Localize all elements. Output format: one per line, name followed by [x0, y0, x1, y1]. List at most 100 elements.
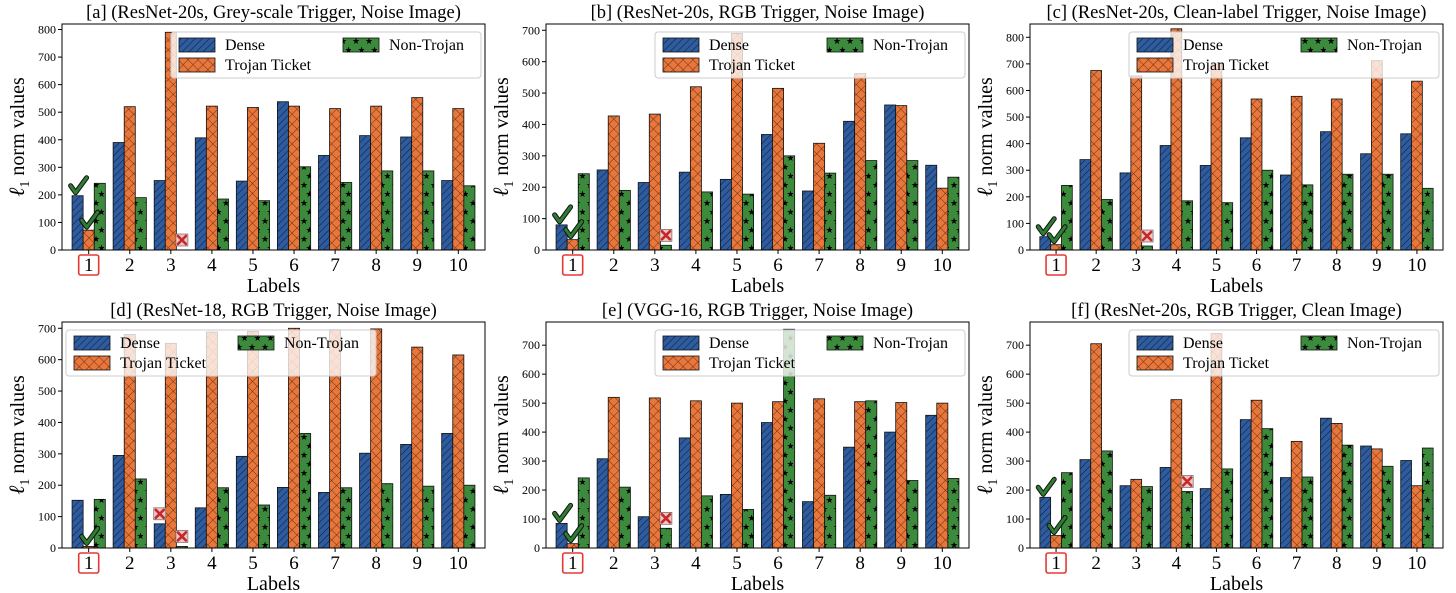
bar-trojan-ticket [895, 105, 908, 251]
check-mark [553, 503, 573, 522]
bar-dense [1199, 165, 1212, 251]
y-tick-label: 700 [522, 338, 540, 352]
y-axis-label: ℓ1 norm values [4, 77, 33, 197]
x-tick-label: 7 [330, 553, 340, 574]
x-tick-label: 8 [855, 255, 865, 276]
bar-trojan-ticket [813, 398, 826, 549]
y-tick-label: 400 [1006, 425, 1024, 439]
x-tick-label: 9 [896, 553, 906, 574]
bar-trojan-ticket [566, 543, 579, 549]
y-tick-label: 200 [38, 188, 56, 202]
y-tick-label: 100 [1006, 512, 1024, 526]
y-tick-label: 400 [1006, 137, 1024, 151]
bar-dense [277, 101, 289, 251]
chart-panel-6: [f] (ResNet-20s, RGB Trigger, Clean Imag… [972, 301, 1444, 593]
x-tick-label: 7 [330, 255, 340, 276]
legend-label-dense: Dense [709, 335, 749, 352]
bar-non-trojan [783, 155, 796, 251]
x-tick-label: 3 [166, 255, 176, 276]
x-tick-label: 1 [84, 255, 94, 276]
legend-box [1128, 329, 1440, 377]
cross-mark [1181, 476, 1193, 487]
highlight-box [77, 552, 100, 574]
legend-swatch-non-trojan [826, 335, 864, 351]
check-mark [1036, 477, 1056, 496]
x-tick-label: 7 [1292, 553, 1302, 574]
bar-non-trojan [1141, 486, 1153, 549]
x-tick-label: 5 [248, 255, 258, 276]
x-tick-label: 9 [412, 553, 422, 574]
bar-dense [802, 190, 814, 251]
bar-non-trojan [701, 191, 713, 251]
bar-dense [719, 178, 732, 251]
y-axis-label-symbol: ℓ [488, 187, 513, 197]
bar-dense [1239, 137, 1252, 251]
bar-non-trojan [93, 498, 106, 549]
bar-dense [637, 516, 650, 549]
highlight-box [561, 254, 584, 276]
y-axis-label: ℓ1 norm values [488, 77, 517, 197]
bar-trojan-ticket [772, 401, 784, 549]
bar-non-trojan [1421, 187, 1434, 251]
axes-frame [61, 23, 486, 251]
bar-non-trojan [701, 495, 713, 549]
x-tick-label: 1 [1051, 553, 1061, 574]
legend-label-trojan-ticket: Trojan Ticket [1183, 57, 1270, 74]
bar-dense [235, 180, 248, 251]
y-tick-label: 400 [522, 117, 540, 131]
highlight-box [561, 552, 584, 574]
x-tick-label: 2 [609, 553, 619, 574]
bar-dense [235, 455, 248, 549]
x-tick-label: 4 [1172, 553, 1182, 574]
y-tick-label: 400 [522, 425, 540, 439]
x-tick-label: 6 [289, 553, 299, 574]
bar-dense [359, 452, 372, 549]
legend-swatch-trojan-ticket [1136, 57, 1174, 73]
legend-swatch-non-trojan [826, 37, 864, 53]
legend-swatch-non-trojan [342, 37, 380, 53]
bar-dense [400, 136, 413, 251]
bar-non-trojan [742, 509, 754, 549]
bar-dense [925, 164, 938, 251]
y-axis-label-symbol: ℓ [4, 187, 29, 197]
y-tick-label: 200 [1006, 483, 1024, 497]
bar-trojan-ticket [1371, 448, 1383, 549]
legend-label-non-trojan: Non-Trojan [873, 37, 948, 54]
bar-dense [1280, 477, 1292, 549]
y-tick-label: 500 [1006, 396, 1024, 410]
check-mark [564, 524, 584, 543]
bar-dense [318, 492, 330, 549]
x-tick-label: 3 [1132, 553, 1142, 574]
highlight-box [1045, 552, 1067, 574]
bar-non-trojan [618, 486, 631, 549]
chart-panel-1: [a] (ResNet-20s, Grey-scale Trigger, Noi… [4, 3, 486, 297]
x-tick-label: 6 [1252, 553, 1262, 574]
x-tick-label: 4 [207, 255, 217, 276]
bar-dense [400, 444, 413, 549]
y-tick-label: 800 [38, 23, 56, 37]
x-tick-label: 2 [125, 255, 135, 276]
y-tick-label: 300 [38, 160, 56, 174]
bar-dense [194, 137, 207, 251]
y-tick-label: 100 [522, 212, 540, 226]
bar-non-trojan [217, 487, 229, 549]
bar-trojan-ticket [329, 108, 342, 251]
x-tick-label: 6 [1252, 255, 1262, 276]
bar-dense [318, 155, 330, 251]
chart-panel-5: [e] (VGG-16, RGB Trigger, Noise Image) 0 1… [488, 301, 970, 593]
bar-dense [1360, 445, 1372, 549]
bar-trojan-ticket [895, 402, 908, 549]
y-tick-label: 500 [38, 105, 56, 119]
bar-non-trojan [824, 494, 837, 549]
bar-dense [1039, 496, 1052, 549]
x-tick-label: 9 [1372, 553, 1382, 574]
bar-non-trojan [1301, 476, 1314, 549]
y-tick-label: 200 [1006, 190, 1024, 204]
bar-dense [1199, 488, 1212, 549]
highlight-box [1045, 254, 1067, 276]
bar-dense [843, 446, 856, 549]
y-axis-label-subscript: 1 [986, 181, 1001, 188]
y-axis-label-text: norm values [7, 77, 29, 181]
legend-box [654, 329, 966, 377]
